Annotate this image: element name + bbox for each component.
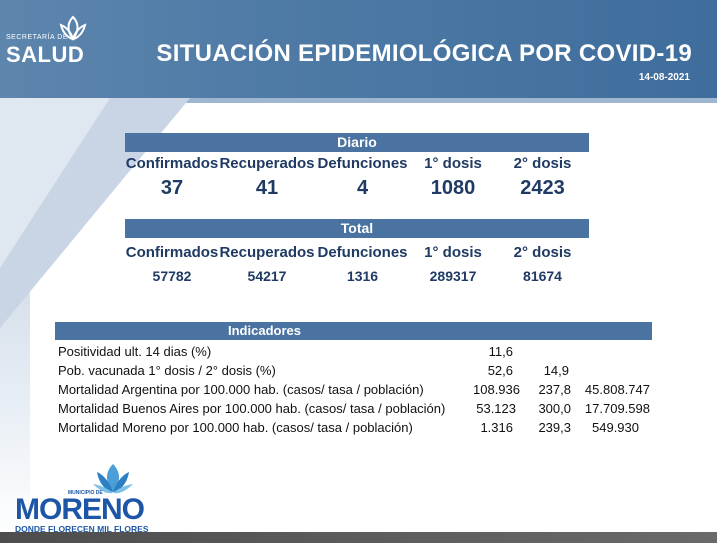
diario-band: Diario [125,133,589,152]
total-val-defunciones: 1316 [346,268,379,284]
diario-col-confirmados: Confirmados [125,155,219,172]
total-val-dosis2: 81674 [523,268,562,284]
total-val-recuperados: 54217 [247,268,287,284]
indicator-row-label: Mortalidad Argentina por 100.000 hab. (c… [58,382,424,397]
indicator-row-label: Pob. vacunada 1° dosis / 2° dosis (%) [58,363,276,378]
page-title: SITUACIÓN EPIDEMIOLÓGICA POR COVID-19 [156,40,692,67]
diario-val-recuperados: 41 [255,177,279,199]
indicator-row-v2: 300,0 [538,401,571,416]
header-stripe [0,98,717,103]
diario-val-defunciones: 4 [356,177,369,199]
diario-col-recuperados: Recuperados [219,155,315,172]
report-date: 14-08-2021 [638,72,690,83]
total-val-confirmados: 57782 [152,268,192,284]
total-col-confirmados: Confirmados [125,244,219,261]
indicator-row-v2: 239,3 [538,420,571,435]
indicator-row-v2: 237,8 [538,382,571,397]
moreno-muni-label: MUNICIPIO DE [68,490,103,496]
diario-val-dosis2: 2423 [520,177,565,199]
logo-secretaria: SECRETARÍA DE [6,34,68,41]
footer-bar [0,532,717,543]
moreno-tagline: DONDE FLORECEN MIL FLORES [15,524,149,534]
flower-icon [59,15,87,41]
indicator-row-v1: 11,6 [488,344,513,359]
total-col-dosis1: 1° dosis [424,244,482,261]
logo-salud-text: SALUD [6,42,85,67]
indicadores-title: Indicadores [228,323,301,338]
diario-col-defunciones: Defunciones [317,155,408,172]
total-col-dosis2: 2° dosis [513,244,572,261]
indicator-row-v1: 1.316 [480,420,513,435]
indicadores-band: Indicadores [55,322,652,340]
decorative-wedge-inner [0,98,110,268]
indicator-row-v1: 53.123 [476,401,516,416]
moreno-name: MORENO [15,493,145,526]
total-col-defunciones: Defunciones [317,244,408,261]
header-band [0,0,717,98]
total-band: Total [125,219,589,238]
indicator-row-v2: 14,9 [543,363,569,378]
diario-val-confirmados: 37 [160,177,184,199]
total-col-recuperados: Recuperados [219,244,315,261]
diario-col-dosis1: 1° dosis [424,155,482,172]
indicator-row-label: Mortalidad Buenos Aires por 100.000 hab.… [58,401,446,416]
moreno-flower-icon [93,464,133,494]
indicator-row-v3: 549.930 [592,420,639,435]
diario-val-dosis1: 1080 [430,177,476,199]
indicator-row-label: Mortalidad Moreno por 100.000 hab. (caso… [58,420,413,435]
indicator-row-v3: 45.808.747 [584,382,650,397]
indicator-row-v1: 52,6 [487,363,513,378]
indicator-row-v3: 17.709.598 [584,401,650,416]
diario-col-dosis2: 2° dosis [513,155,572,172]
indicator-row-label: Positividad ult. 14 dias (%) [58,344,212,359]
total-val-dosis1: 289317 [429,268,477,284]
indicator-row-v1: 108.936 [473,382,520,397]
